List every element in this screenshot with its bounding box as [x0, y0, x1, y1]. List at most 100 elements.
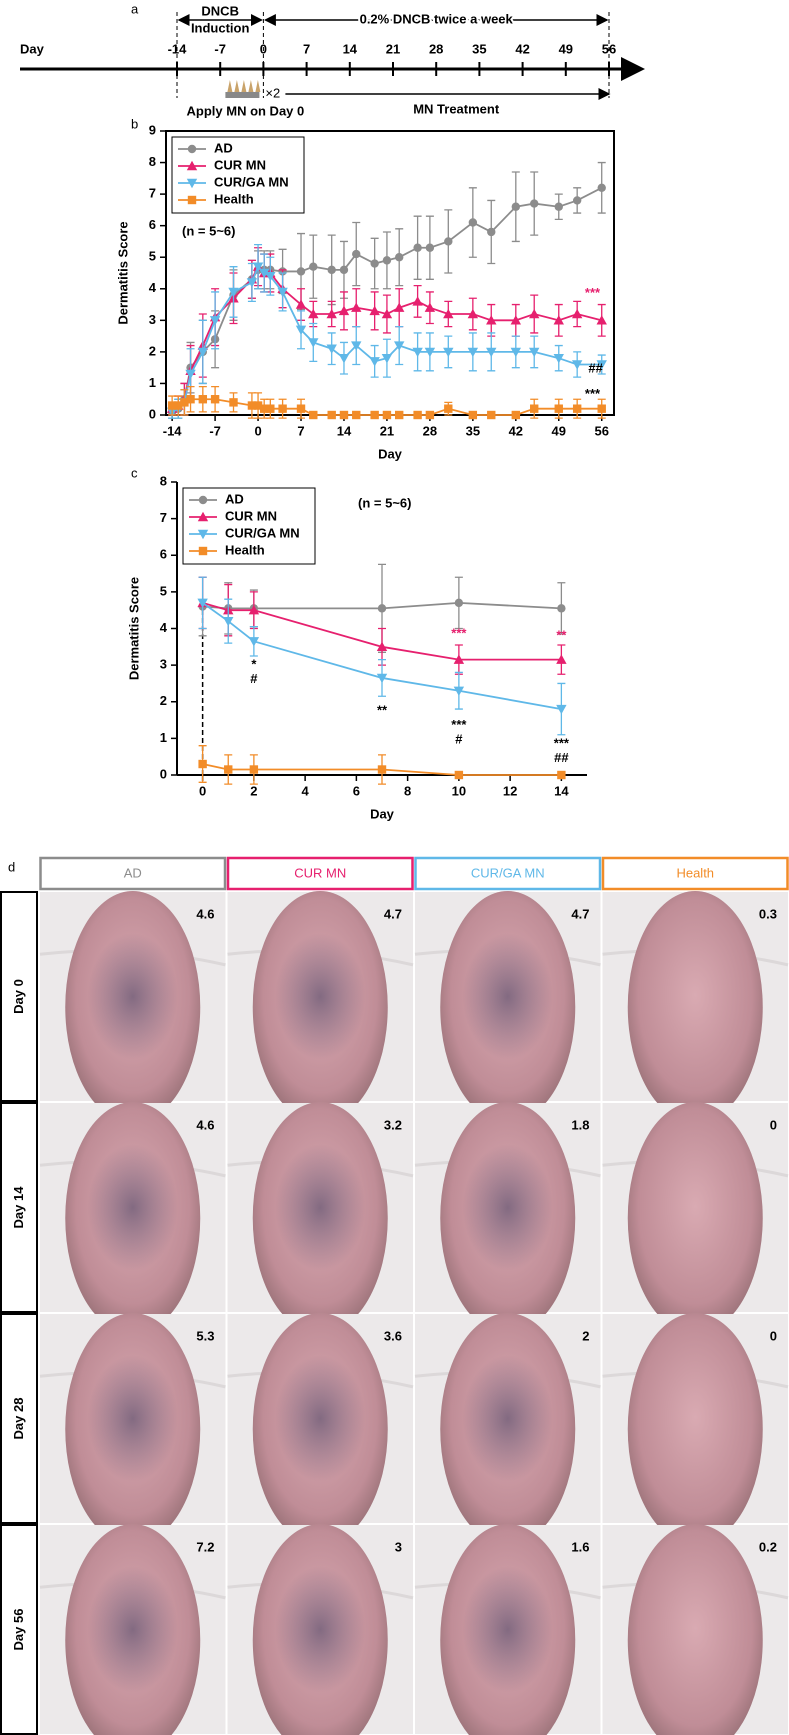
- significance-mark: **: [377, 702, 388, 717]
- y-tick-label: 3: [160, 657, 167, 672]
- photo: [227, 891, 414, 1124]
- data-point: [228, 287, 239, 298]
- x-tick-label: 0: [199, 783, 206, 798]
- photo: [39, 1524, 226, 1735]
- data-point: [377, 604, 387, 613]
- data-point: [413, 410, 422, 420]
- photo: [602, 1313, 789, 1546]
- data-point: [167, 401, 177, 410]
- data-point: [187, 144, 197, 154]
- data-point: [425, 243, 435, 252]
- data-point: [309, 262, 318, 271]
- data-point: [351, 341, 362, 351]
- panel-label: a: [131, 1, 139, 16]
- data-point: [394, 302, 405, 312]
- data-point: [277, 287, 288, 298]
- mn-needle: [255, 80, 261, 92]
- x-tick-label: 49: [552, 423, 566, 438]
- x-axis-title: Day: [370, 806, 395, 821]
- x-tick-label: -14: [163, 423, 183, 438]
- photo-lesion: [462, 1355, 553, 1482]
- score-label: 4.6: [196, 906, 214, 921]
- data-point: [395, 410, 404, 420]
- sample-note: (n = 5~6): [182, 223, 235, 238]
- data-point: [557, 770, 566, 780]
- photo: [227, 1313, 414, 1546]
- y-tick-label: 4: [160, 620, 168, 635]
- sample-note: (n = 5~6): [358, 495, 411, 510]
- data-point: [197, 347, 209, 358]
- data-point: [295, 299, 307, 309]
- series-line: [171, 265, 602, 410]
- photo-body: [627, 1524, 763, 1735]
- data-point: [510, 315, 522, 325]
- y-tick-label: 0: [160, 766, 167, 781]
- data-point: [224, 765, 233, 774]
- x-tick-label: 42: [509, 423, 523, 438]
- series-line: [171, 265, 602, 413]
- row-header: [0, 1524, 38, 1735]
- data-point: [597, 183, 606, 192]
- y-tick-label: 5: [149, 249, 156, 264]
- photo-body: [627, 1102, 763, 1335]
- data-point: [229, 398, 238, 407]
- series-line: [202, 601, 562, 661]
- legend-label: Health: [225, 542, 265, 557]
- y-axis-title: Dermatitis Score: [115, 221, 130, 324]
- score-label: 4.7: [384, 906, 402, 921]
- y-tick-label: 6: [160, 547, 167, 562]
- data-point: [487, 410, 496, 420]
- score-label: 4.6: [196, 1117, 214, 1132]
- photo-lesion: [87, 933, 178, 1060]
- y-tick-label: 1: [160, 730, 167, 745]
- axis-label: Day: [20, 41, 45, 56]
- row-label: Day 14: [11, 1186, 26, 1229]
- mn-needle: [234, 80, 240, 92]
- photo: [602, 1102, 789, 1335]
- panel-label: b: [131, 116, 138, 131]
- column-label: CUR/GA MN: [471, 865, 545, 880]
- y-tick-label: 9: [149, 122, 156, 137]
- column-label: AD: [124, 865, 142, 880]
- y-tick-label: 7: [160, 510, 167, 525]
- photo: [227, 1102, 414, 1335]
- data-point: [382, 256, 392, 265]
- data-point: [186, 395, 195, 404]
- data-point: [209, 316, 221, 326]
- data-point: [571, 360, 583, 370]
- data-point: [308, 308, 319, 319]
- x-tick-label: -7: [209, 423, 221, 438]
- row-header: [0, 1102, 38, 1313]
- score-label: 3.2: [384, 1117, 402, 1132]
- score-label: 3.6: [384, 1328, 402, 1343]
- column-header: [226, 856, 414, 891]
- data-point: [370, 259, 379, 268]
- data-point: [376, 673, 388, 684]
- data-point: [511, 410, 521, 420]
- data-point: [252, 262, 264, 272]
- photo: [602, 891, 789, 1124]
- data-point: [596, 315, 607, 325]
- legend-label: AD: [225, 491, 244, 506]
- data-point: [557, 604, 566, 613]
- y-tick-label: 5: [160, 583, 167, 598]
- data-point: [295, 325, 307, 335]
- data-point: [247, 401, 257, 410]
- data-point: [554, 404, 563, 413]
- legend-label: CUR/GA MN: [214, 174, 289, 189]
- series-line: [202, 763, 562, 776]
- mn-needle: [227, 80, 233, 92]
- data-point: [443, 347, 454, 358]
- significance-mark: ***: [585, 386, 601, 401]
- data-point: [454, 770, 464, 780]
- data-point: [571, 308, 583, 319]
- photo-lesion: [275, 1566, 366, 1693]
- timeline-tick-label: 42: [515, 41, 529, 56]
- significance-mark: ##: [588, 361, 603, 376]
- photo-lesion: [87, 1144, 178, 1271]
- significance-mark: **: [556, 627, 567, 642]
- timeline-tick-label: 49: [559, 41, 573, 56]
- score-label: 4.7: [571, 906, 589, 921]
- data-point: [185, 369, 196, 380]
- data-point: [453, 654, 465, 664]
